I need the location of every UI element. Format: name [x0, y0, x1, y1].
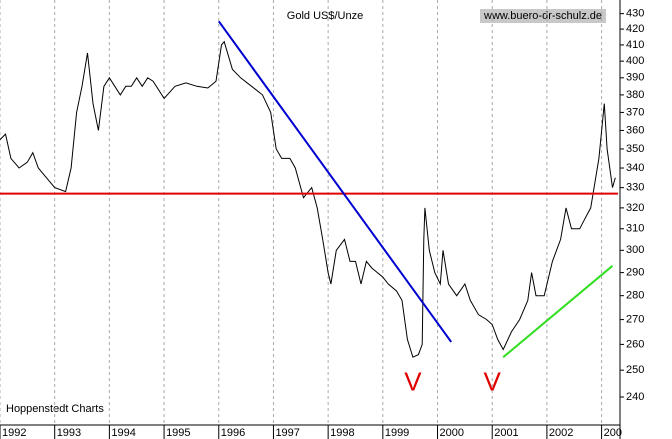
x-tick-label: 1997 — [275, 427, 299, 439]
x-tick-label: 200 — [604, 427, 622, 439]
x-tick-label: 2000 — [440, 427, 464, 439]
y-tick-label: 370 — [626, 106, 644, 118]
y-tick-label: 340 — [626, 162, 644, 174]
y-tick-label: 280 — [626, 290, 644, 302]
x-tick-label: 1995 — [166, 427, 190, 439]
y-tick-label: 410 — [626, 39, 644, 51]
y-tick-label: 260 — [626, 338, 644, 350]
y-tick-label: 390 — [626, 72, 644, 84]
y-tick-label: 320 — [626, 202, 644, 214]
x-tick-label: 2002 — [549, 427, 573, 439]
y-tick-label: 380 — [626, 89, 644, 101]
chart-title: Gold US$/Unze — [287, 10, 363, 22]
y-tick-label: 400 — [626, 55, 644, 67]
annotation: V — [404, 366, 422, 396]
trend-line — [217, 20, 453, 343]
y-tick-label: 250 — [626, 364, 644, 376]
y-tick-label: 270 — [626, 313, 644, 325]
y-tick-label: 350 — [626, 143, 644, 155]
x-tick-label: 1993 — [57, 427, 81, 439]
trend-line — [502, 265, 614, 358]
x-tick-label: 1996 — [221, 427, 245, 439]
url-box — [480, 9, 606, 23]
x-tick-label: 2001 — [494, 427, 518, 439]
y-tick-label: 240 — [626, 391, 644, 403]
y-tick-label: 310 — [626, 223, 644, 235]
x-tick-label: 1992 — [2, 427, 26, 439]
y-tick-label: 290 — [626, 267, 644, 279]
x-tick-label: 1999 — [385, 427, 409, 439]
price-line — [0, 40, 616, 358]
subtitle: www.buero-dr-schulz.de — [483, 10, 602, 22]
y-tick-label: 330 — [626, 182, 644, 194]
y-tick-label: 430 — [626, 8, 644, 20]
y-tick-label: 360 — [626, 124, 644, 136]
y-tick-label: 300 — [626, 244, 644, 256]
x-tick-label: 1998 — [330, 427, 354, 439]
x-tick-label: 1994 — [111, 427, 135, 439]
annotation: V — [484, 366, 502, 396]
y-tick-label: 420 — [626, 23, 644, 35]
